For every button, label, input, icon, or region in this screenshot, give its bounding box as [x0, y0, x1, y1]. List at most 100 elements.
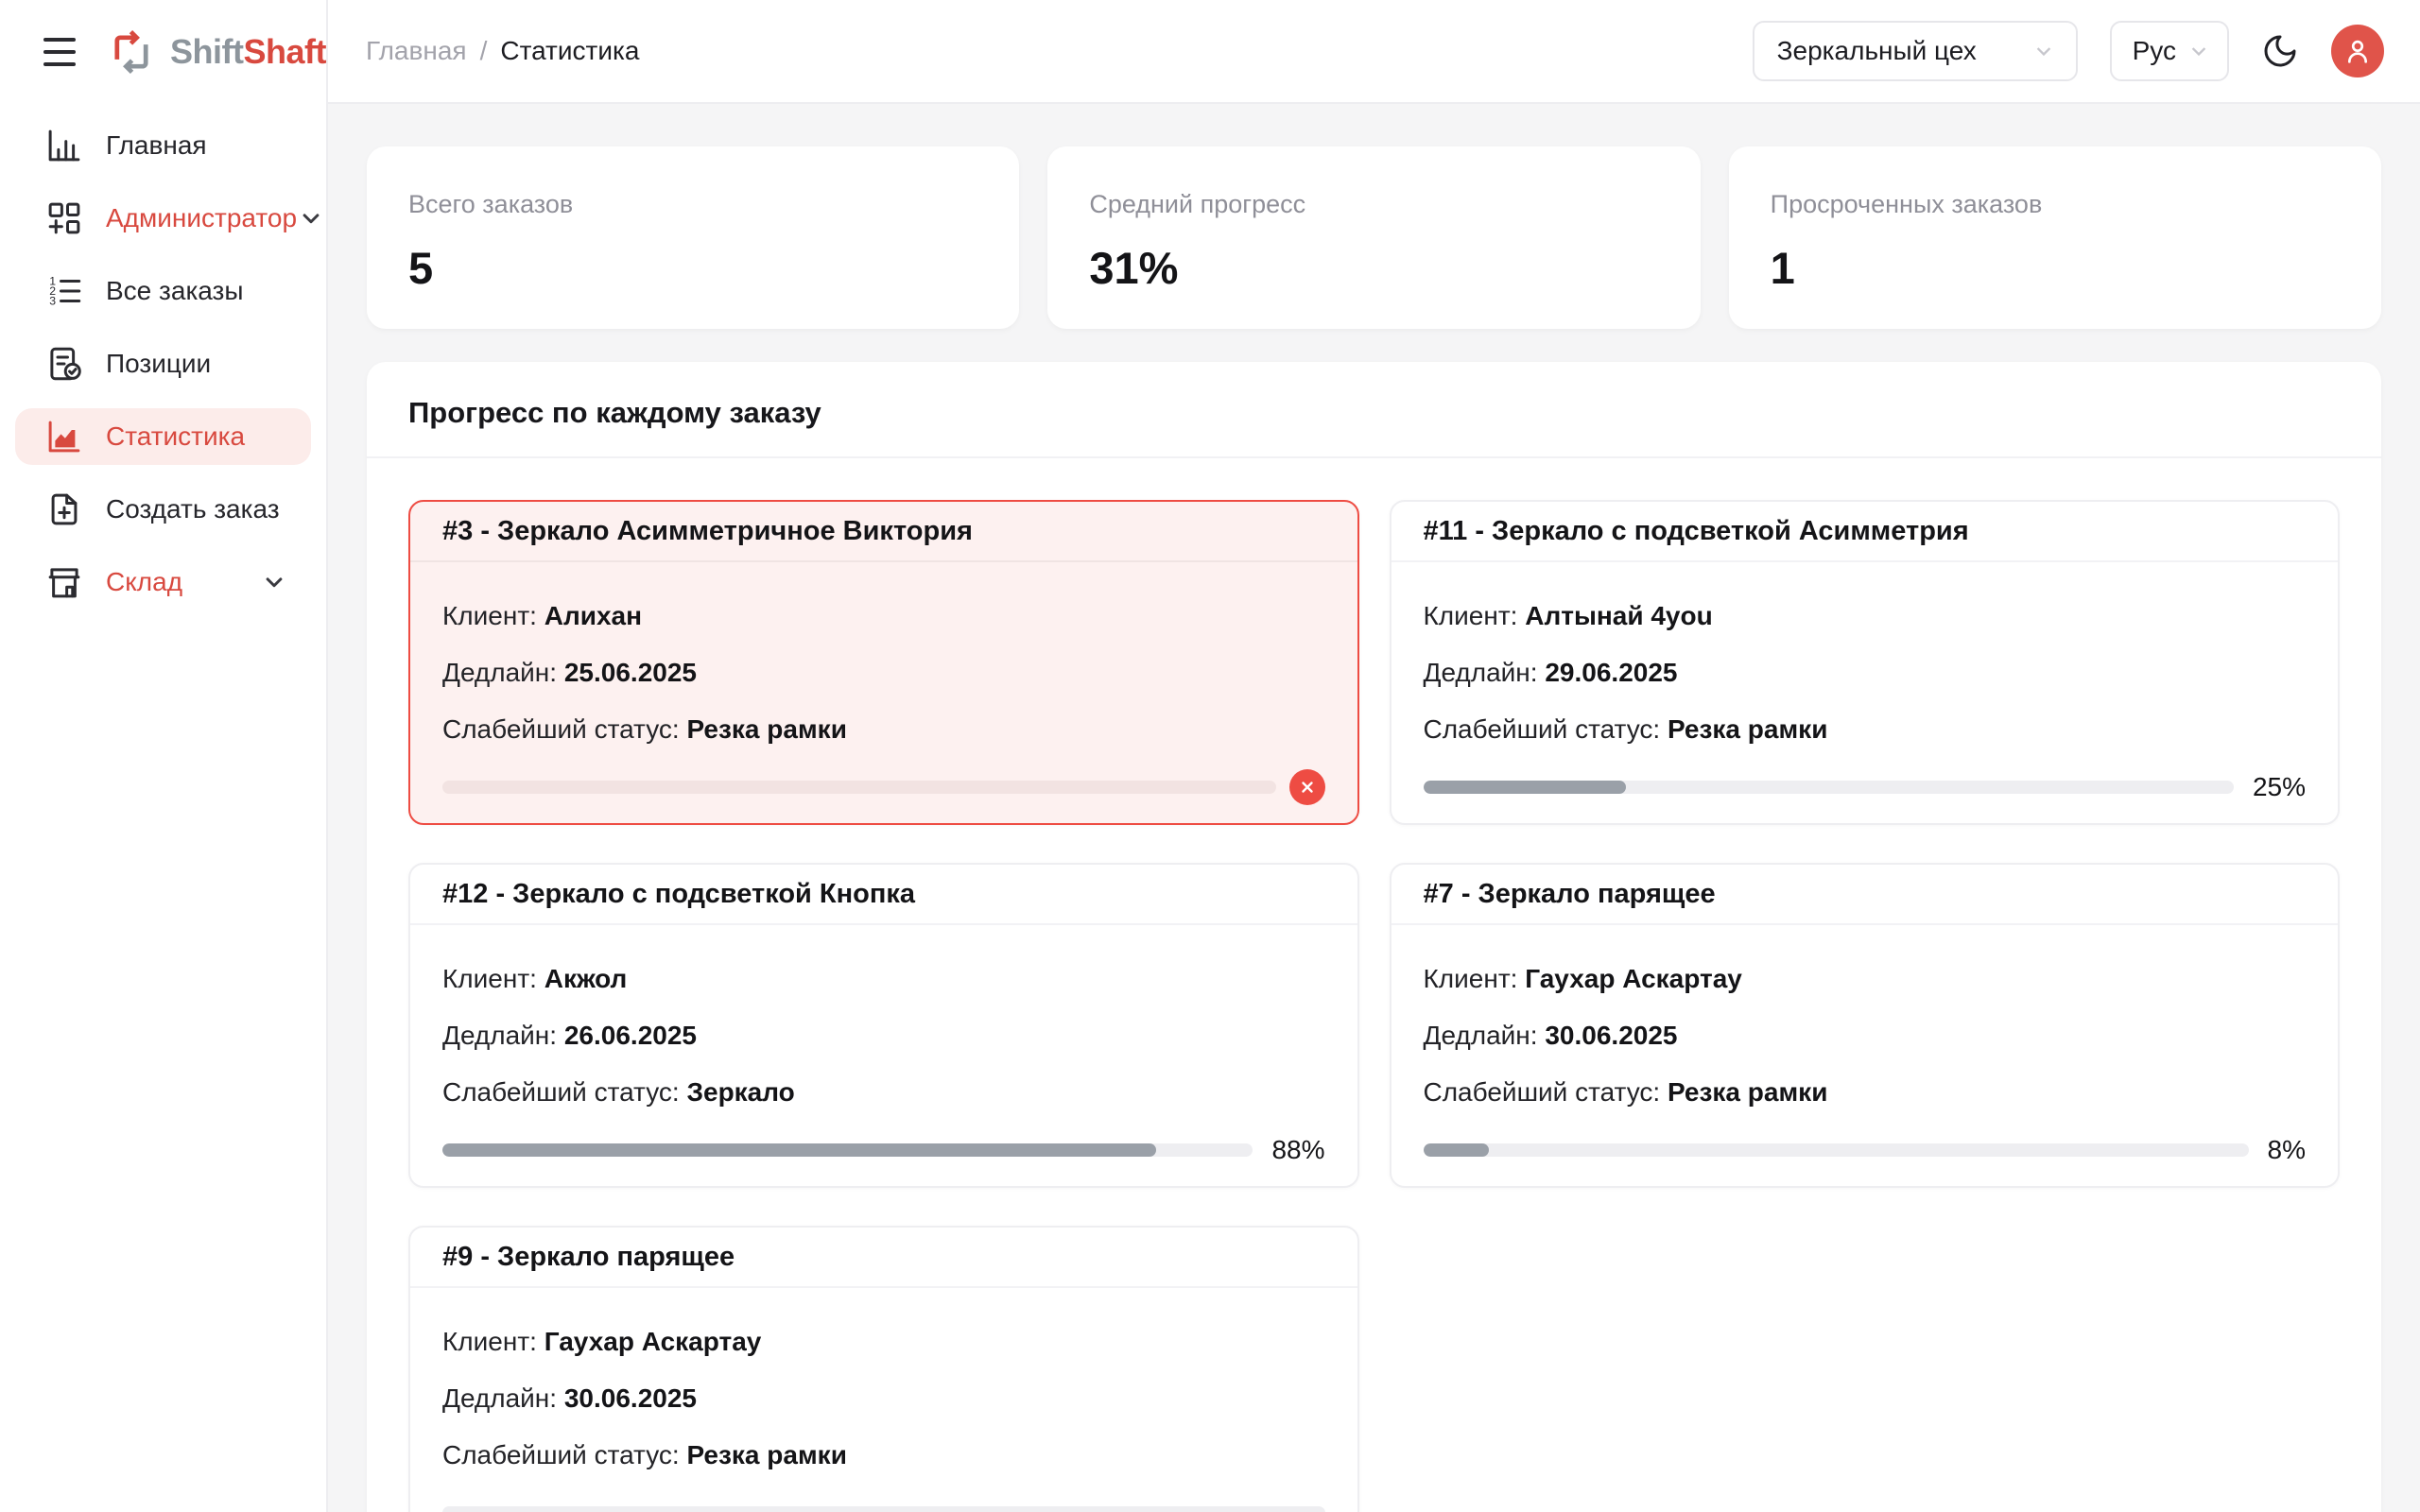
order-client-line: Клиент: Гаухар Аскартау	[1423, 964, 1742, 993]
sidebar-item-label: Главная	[106, 130, 207, 160]
order-client-value: Гаухар Аскартау	[544, 1327, 762, 1356]
order-progress-row	[442, 1496, 1325, 1512]
sidebar-item-позиции[interactable]: Позиции	[15, 335, 311, 392]
order-client-value: Алихан	[544, 601, 642, 630]
progress-bar-track	[442, 781, 1276, 794]
order-client-line: Клиент: Алихан	[442, 601, 642, 630]
main-column: Главная / Статистика Зеркальный цех Рус	[328, 0, 2420, 1512]
svg-text:2: 2	[49, 284, 56, 298]
svg-text:3: 3	[49, 295, 56, 308]
language-select[interactable]: Рус	[2109, 21, 2229, 81]
overdue-x-badge	[1288, 769, 1325, 805]
order-status-line: Слабейший статус: Зеркало	[442, 1077, 795, 1107]
user-icon	[2348, 40, 2367, 63]
panel-divider	[367, 456, 2381, 458]
chevron-down-icon	[302, 214, 320, 224]
sidebar-item-label: Администратор	[106, 203, 298, 232]
dark-mode-moon-icon[interactable]	[2261, 32, 2299, 70]
order-card[interactable]: #9 - Зеркало парящее Клиент: Гаухар Аска…	[408, 1226, 1359, 1512]
stat-value: 5	[408, 243, 434, 293]
order-deadline-line: Дедлайн: 25.06.2025	[442, 658, 697, 687]
doc-check-icon	[43, 343, 85, 385]
orders-progress-panel: Прогресс по каждому заказу #3 - Зеркало …	[367, 362, 2381, 1512]
order-client-line: Клиент: Гаухар Аскартау	[442, 1327, 762, 1356]
order-deadline-line: Дедлайн: 30.06.2025	[1423, 1021, 1678, 1050]
sidebar-item-label: Статистика	[106, 421, 246, 451]
workshop-select[interactable]: Зеркальный цех	[1752, 21, 2078, 81]
topbar-controls: Зеркальный цех Рус	[1752, 21, 2384, 81]
breadcrumb-separator: /	[479, 36, 488, 65]
stats-row: Всего заказов 5 Средний прогресс 31% Про…	[367, 146, 2381, 329]
store-icon	[43, 561, 85, 603]
sidebar-item-администратор[interactable]: Администратор	[15, 190, 320, 247]
order-title: #7 - Зеркало парящее	[1391, 865, 2338, 925]
breadcrumb-current: Статистика	[500, 36, 640, 65]
hamburger-menu-icon[interactable]	[43, 38, 77, 66]
order-progress-row: 25%	[1423, 770, 2306, 804]
order-status-line: Слабейший статус: Резка рамки	[442, 714, 847, 744]
sidebar-item-label: Позиции	[106, 349, 212, 378]
progress-bar-track	[1423, 781, 2234, 794]
order-deadline-value: 25.06.2025	[563, 658, 697, 687]
stat-label: Средний прогресс	[1089, 190, 1306, 218]
progress-bar-fill	[1423, 781, 1626, 794]
progress-percent-label: 25%	[2252, 772, 2306, 801]
order-title: #3 - Зеркало Асимметричное Виктория	[410, 502, 1357, 562]
sidebar-item-создать-заказ[interactable]: Создать заказ	[15, 481, 311, 538]
app-logo[interactable]: ShiftShaft	[106, 26, 326, 77]
order-card[interactable]: #12 - Зеркало с подсветкой Кнопка Клиент…	[408, 863, 1359, 1188]
language-select-value: Рус	[2132, 36, 2176, 65]
stat-label: Всего заказов	[408, 190, 574, 218]
order-client-line: Клиент: Акжол	[442, 964, 628, 993]
shiftshaft-logo-icon	[114, 29, 148, 75]
order-body: Клиент: Гаухар Аскартау Дедлайн: 30.06.2…	[410, 1288, 1357, 1512]
sidebar-item-label: Создать заказ	[106, 494, 280, 524]
stat-value: 1	[1770, 243, 1795, 293]
breadcrumb-parent[interactable]: Главная	[366, 36, 467, 65]
order-deadline-line: Дедлайн: 30.06.2025	[442, 1383, 697, 1413]
panel-title: Прогресс по каждому заказу	[408, 396, 821, 429]
order-status-value: Резка рамки	[686, 1440, 847, 1469]
progress-percent-label: 8%	[2267, 1135, 2306, 1164]
order-body: Клиент: Алихан Дедлайн: 25.06.2025 Слабе…	[410, 562, 1357, 823]
sidebar-item-склад[interactable]: Склад	[15, 554, 311, 610]
order-progress-row: 88%	[442, 1133, 1325, 1167]
progress-bar-track	[442, 1143, 1253, 1157]
sidebar-item-главная[interactable]: Главная	[15, 117, 311, 174]
sidebar-item-label: Склад	[106, 567, 183, 596]
order-client-value: Гаухар Аскартау	[1525, 964, 1742, 993]
breadcrumb: Главная / Статистика	[366, 36, 639, 66]
stat-card: Средний прогресс 31%	[1047, 146, 1701, 329]
order-status-value: Резка рамки	[1667, 714, 1828, 744]
topbar: Главная / Статистика Зеркальный цех Рус	[328, 0, 2420, 104]
order-progress-row: 8%	[1423, 1133, 2306, 1167]
svg-text:1: 1	[49, 275, 56, 288]
stat-value: 31%	[1089, 243, 1179, 293]
progress-bar-track	[1423, 1143, 2249, 1157]
progress-bar-fill	[1423, 1143, 1490, 1157]
order-card[interactable]: #3 - Зеркало Асимметричное Виктория Клие…	[408, 500, 1359, 825]
order-body: Клиент: Алтынай 4you Дедлайн: 29.06.2025…	[1392, 562, 2339, 823]
orders-grid: #3 - Зеркало Асимметричное Виктория Клие…	[367, 458, 2381, 1512]
user-avatar[interactable]	[2331, 25, 2384, 77]
sidebar-item-статистика[interactable]: Статистика	[15, 408, 311, 465]
chevron-down-icon	[2036, 47, 2050, 57]
order-deadline-value: 30.06.2025	[563, 1383, 697, 1413]
order-client-value: Алтынай 4you	[1525, 601, 1713, 630]
order-client-value: Акжол	[544, 964, 628, 993]
chart-area-icon	[43, 416, 85, 457]
order-deadline-value: 29.06.2025	[1545, 658, 1678, 687]
sidebar-item-label: Все заказы	[106, 276, 244, 305]
order-card[interactable]: #7 - Зеркало парящее Клиент: Гаухар Аска…	[1389, 863, 2340, 1188]
workshop-select-value: Зеркальный цех	[1776, 36, 1977, 65]
logo-text: ShiftShaft	[170, 32, 326, 71]
order-deadline-line: Дедлайн: 29.06.2025	[1423, 658, 1678, 687]
order-card[interactable]: #11 - Зеркало с подсветкой Асимметрия Кл…	[1389, 500, 2340, 825]
order-status-line: Слабейший статус: Резка рамки	[442, 1440, 847, 1469]
x-icon	[1301, 782, 1313, 793]
order-progress-row	[442, 769, 1325, 805]
stat-card: Просроченных заказов 1	[1728, 146, 2381, 329]
